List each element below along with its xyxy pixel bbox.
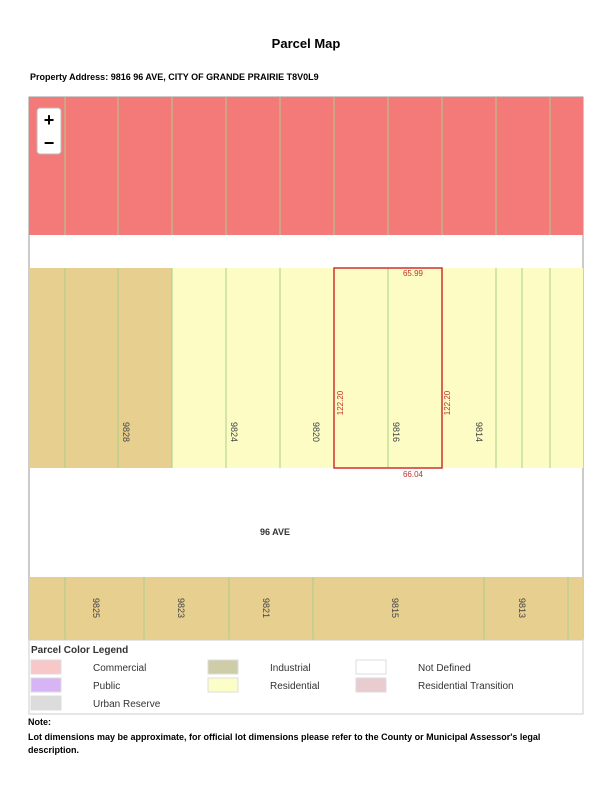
page-title: Parcel Map [271, 36, 341, 51]
lot-number: 9815 [390, 598, 400, 618]
zoom-in[interactable]: + [44, 110, 55, 130]
legend-swatch [207, 659, 239, 675]
lot-number: 9825 [91, 598, 101, 618]
legend-label: Urban Reserve [93, 699, 161, 710]
dim-left: 122.20 [336, 390, 345, 415]
zoom-control [36, 107, 62, 155]
residential-block [172, 268, 583, 468]
lot-number: 9821 [261, 598, 271, 618]
legend-label: Commercial [93, 663, 146, 674]
lot-number: 9816 [391, 422, 401, 442]
property-address: Property Address: 9816 96 AVE, CITY OF G… [30, 72, 319, 82]
south-block [29, 577, 583, 640]
dim-bottom: 66.04 [403, 470, 424, 479]
dim-top: 65.99 [403, 269, 424, 278]
legend-swatch [30, 695, 62, 711]
legend-label: Residential [270, 681, 319, 692]
lot-number: 9823 [176, 598, 186, 618]
lot-number: 9814 [474, 422, 484, 442]
legend-title: Parcel Color Legend [31, 645, 128, 656]
legend-swatch [30, 659, 62, 675]
lot-number: 9828 [121, 422, 131, 442]
legend-box [28, 639, 584, 715]
legend-swatch [355, 659, 387, 675]
lot-number: 9820 [311, 422, 321, 442]
zoom-out[interactable]: − [44, 133, 55, 153]
note-heading: Note: [28, 717, 51, 727]
legend-label: Industrial [270, 663, 311, 674]
note-text: Lot dimensions may be approximate, for o… [28, 732, 541, 755]
legend-swatch [355, 677, 387, 693]
dim-right: 122.20 [443, 390, 452, 415]
legend-label: Residential Transition [418, 681, 514, 692]
lot-number: 9813 [517, 598, 527, 618]
commercial-block [29, 97, 583, 235]
legend-label: Not Defined [418, 663, 471, 674]
subject-parcel [333, 267, 443, 469]
legend-swatch [30, 677, 62, 693]
legend-swatch [207, 677, 239, 693]
industrial-block [29, 268, 172, 468]
lot-number: 9824 [229, 422, 239, 442]
legend-label: Public [93, 681, 120, 692]
street-label: 96 AVE [260, 527, 290, 537]
